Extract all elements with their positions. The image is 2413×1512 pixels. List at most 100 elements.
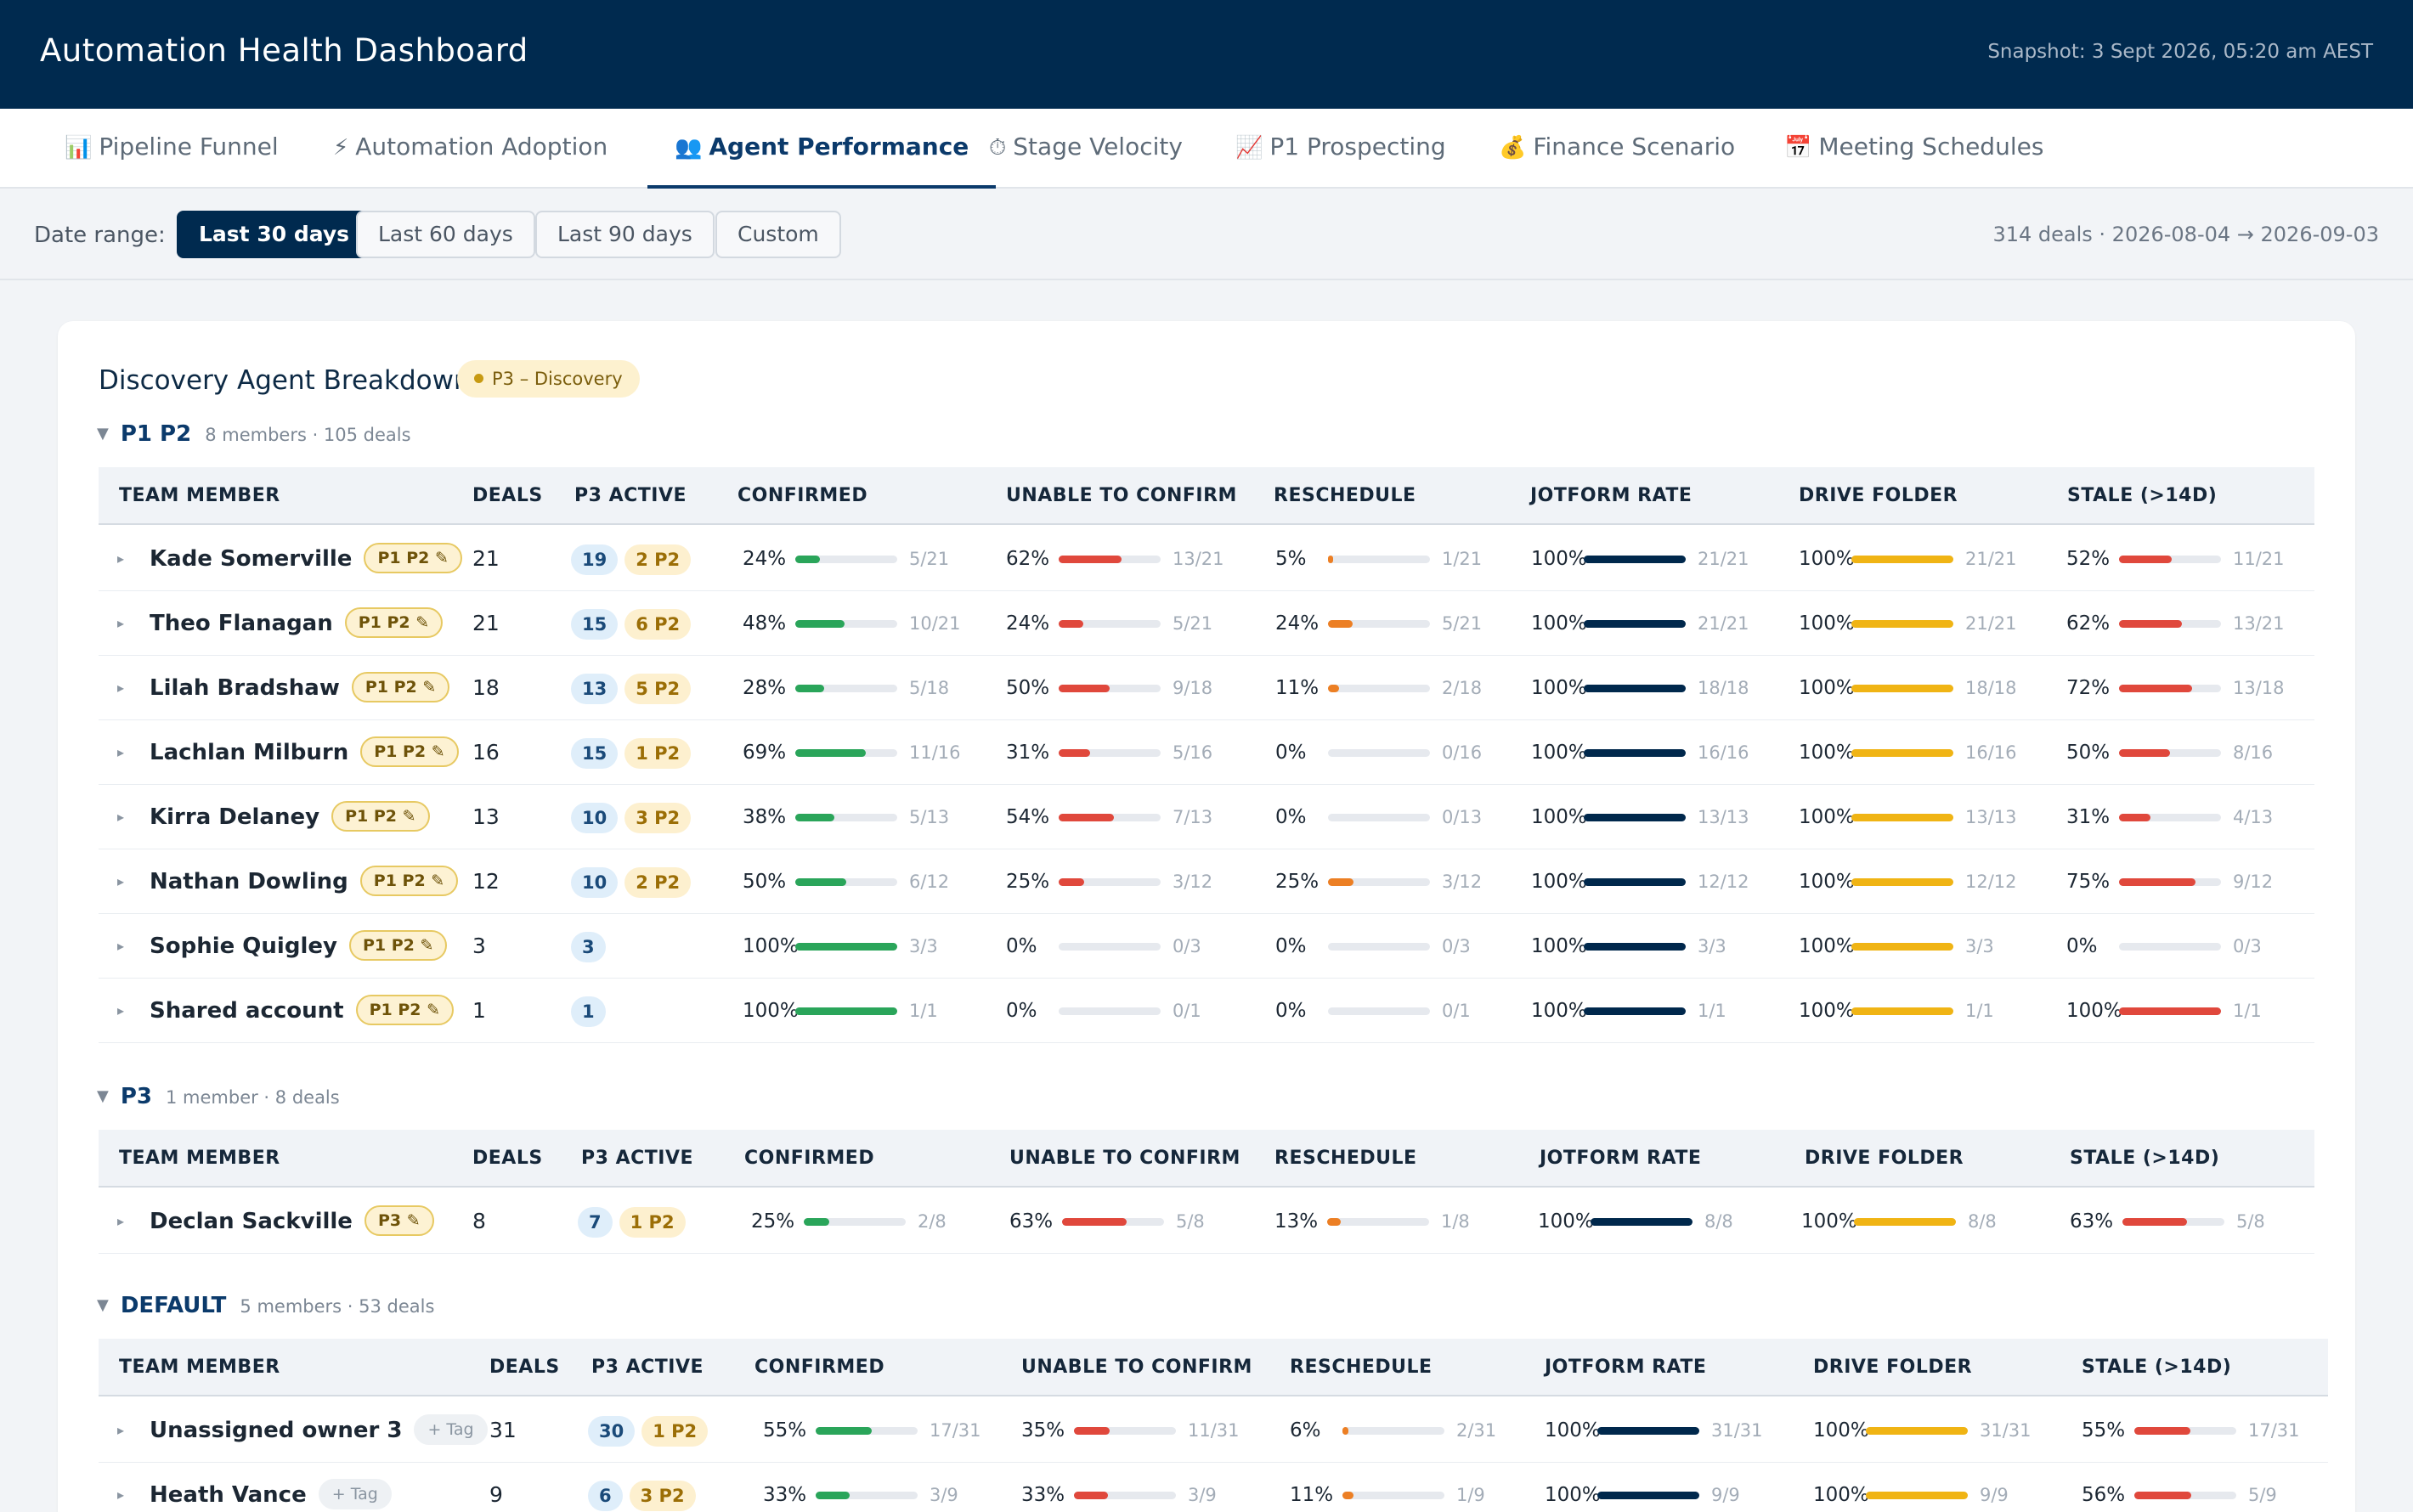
column-header[interactable]: CONFIRMED [754, 1357, 885, 1378]
caret-right-icon[interactable]: ▸ [117, 1422, 125, 1438]
column-header[interactable]: UNABLE TO CONFIRM [1009, 1148, 1240, 1169]
column-header[interactable]: STALE (>14D) [2082, 1357, 2232, 1378]
column-header[interactable]: RESCHEDULE [1290, 1357, 1433, 1378]
tab-finance-scenario[interactable]: 💰 Finance Scenario [1472, 109, 1762, 189]
column-header[interactable]: DRIVE FOLDER [1805, 1148, 1964, 1169]
column-header[interactable]: JOTFORM RATE [1545, 1357, 1707, 1378]
column-header[interactable]: CONFIRMED [744, 1148, 875, 1169]
tab-agent-performance[interactable]: 👥 Agent Performance [647, 109, 997, 189]
member-name: Theo Flanagan [150, 611, 333, 636]
drive-fraction: 1/1 [1965, 1001, 1994, 1021]
caret-right-icon[interactable]: ▸ [117, 873, 125, 889]
column-header[interactable]: DRIVE FOLDER [1799, 485, 1958, 506]
column-header[interactable]: TEAM MEMBER [119, 1357, 280, 1378]
metric-jotform: 100% 16/16 [1531, 720, 1749, 785]
table-row[interactable]: ▸ Heath Vance + Tag 9 6 3 P2 33% 3/9 33% 3/9 11% 1/… [99, 1463, 2328, 1512]
column-header[interactable]: UNABLE TO CONFIRM [1006, 485, 1237, 506]
column-header[interactable]: JOTFORM RATE [1540, 1148, 1702, 1169]
stale-bar [2119, 942, 2221, 951]
caret-down-icon[interactable]: ▼ [97, 425, 109, 443]
column-header[interactable]: P3 ACTIVE [581, 1148, 694, 1169]
table-row[interactable]: ▸ Kirra Delaney P1 P2 ✎ 13 10 3 P2 38% 5/13 54% 7… [99, 785, 2314, 849]
team-tag[interactable]: P1 P2 ✎ [364, 543, 462, 573]
p3-active-cell: 1 [571, 979, 613, 1043]
table-row[interactable]: ▸ Theo Flanagan P1 P2 ✎ 21 15 6 P2 48% 10/21 24%… [99, 591, 2314, 656]
table-row[interactable]: ▸ Nathan Dowling P1 P2 ✎ 12 10 2 P2 50% 6/12 25%… [99, 849, 2314, 914]
stale-bar [2119, 877, 2221, 886]
column-header[interactable]: RESCHEDULE [1274, 485, 1416, 506]
column-header[interactable]: UNABLE TO CONFIRM [1021, 1357, 1252, 1378]
member-cell: Lilah Bradshaw P1 P2 ✎ [150, 656, 450, 720]
table-row[interactable]: ▸ Sophie Quigley P1 P2 ✎ 3 3 100% 3/3 0% 0/3 0% 0/… [99, 914, 2314, 979]
column-header[interactable]: DRIVE FOLDER [1813, 1357, 1973, 1378]
team-tag[interactable]: P1 P2 ✎ [348, 930, 448, 961]
team-tag[interactable]: P1 P2 ✎ [351, 672, 450, 702]
column-header[interactable]: JOTFORM RATE [1530, 485, 1692, 506]
range-90-button[interactable]: Last 90 days [535, 211, 715, 258]
confirmed-bar [795, 877, 897, 886]
group-header[interactable]: ▼ P1 P2 8 members · 105 deals [97, 421, 411, 447]
caret-right-icon[interactable]: ▸ [117, 680, 125, 696]
tab-meeting-schedules[interactable]: 📅 Meeting Schedules [1757, 109, 2071, 189]
jotform-bar-fill [1584, 1007, 1686, 1015]
table-row[interactable]: ▸ Unassigned owner 3 + Tag 31 30 1 P2 55% 17/31… [99, 1398, 2328, 1463]
team-tag[interactable]: P1 P2 ✎ [331, 801, 430, 832]
add-tag-button[interactable]: + Tag [414, 1414, 488, 1445]
group-header[interactable]: ▼ DEFAULT 5 members · 53 deals [97, 1293, 434, 1318]
caret-down-icon[interactable]: ▼ [97, 1087, 109, 1105]
caret-right-icon[interactable]: ▸ [117, 615, 125, 631]
add-tag-button[interactable]: + Tag [318, 1479, 392, 1509]
reschedule-percent: 25% [1275, 871, 1320, 893]
range-30-button[interactable]: Last 30 days [177, 211, 372, 258]
team-tag[interactable]: P1 P2 ✎ [359, 866, 459, 896]
table-row[interactable]: ▸ Shared account P1 P2 ✎ 1 1 100% 1/1 0% 0/1 0% 0/… [99, 979, 2314, 1043]
column-header[interactable]: TEAM MEMBER [119, 485, 280, 506]
drive-percent: 100% [1801, 1210, 1857, 1233]
team-tag[interactable]: P1 P2 ✎ [360, 736, 459, 767]
deals-count: 13 [472, 804, 500, 829]
column-header[interactable]: DEALS [489, 1357, 560, 1378]
caret-right-icon[interactable]: ▸ [117, 809, 125, 825]
column-header[interactable]: STALE (>14D) [2067, 485, 2218, 506]
reschedule-bar [1327, 1217, 1429, 1226]
caret-right-icon[interactable]: ▸ [117, 744, 125, 760]
caret-right-icon[interactable]: ▸ [117, 938, 125, 954]
drive-fraction: 31/31 [1980, 1420, 2032, 1441]
caret-right-icon[interactable]: ▸ [117, 550, 125, 567]
caret-right-icon[interactable]: ▸ [117, 1487, 125, 1503]
group-header[interactable]: ▼ P3 1 member · 8 deals [97, 1084, 340, 1109]
caret-right-icon[interactable]: ▸ [117, 1213, 125, 1229]
tab-stage-velocity[interactable]: ⏱ Stage Velocity [962, 109, 1210, 189]
table-row[interactable]: ▸ Kade Somerville P1 P2 ✎ 21 19 2 P2 24% 5/21 62… [99, 527, 2314, 591]
table-row[interactable]: ▸ Lilah Bradshaw P1 P2 ✎ 18 13 5 P2 28% 5/18 50%… [99, 656, 2314, 720]
table-row[interactable]: ▸ Declan Sackville P3 ✎ 8 7 1 P2 25% 2/8 63% 5/8 1… [99, 1189, 2314, 1254]
tab-p1-prospecting[interactable]: 📈 P1 Prospecting [1208, 109, 1473, 189]
metric-reschedule: 5% 1/21 [1275, 527, 1482, 591]
jotform-bar-fill [1584, 555, 1686, 563]
column-header[interactable]: STALE (>14D) [2070, 1148, 2220, 1169]
column-header[interactable]: P3 ACTIVE [574, 485, 687, 506]
metric-reschedule: 0% 0/3 [1275, 914, 1471, 979]
team-tag[interactable]: P1 P2 ✎ [355, 995, 455, 1025]
table-row[interactable]: ▸ Lachlan Milburn P1 P2 ✎ 16 15 1 P2 69% 11/16 3… [99, 720, 2314, 785]
column-header[interactable]: CONFIRMED [737, 485, 868, 506]
team-tag[interactable]: P1 P2 ✎ [344, 607, 444, 638]
column-header[interactable]: RESCHEDULE [1274, 1148, 1417, 1169]
bar-chart-icon: 📊 [65, 135, 93, 161]
column-header[interactable]: TEAM MEMBER [119, 1148, 280, 1169]
caret-down-icon[interactable]: ▼ [97, 1296, 109, 1314]
range-custom-button[interactable]: Custom [715, 211, 841, 258]
column-header[interactable]: DEALS [472, 1148, 543, 1169]
metric-jotform: 100% 13/13 [1531, 785, 1749, 849]
column-header[interactable]: P3 ACTIVE [591, 1357, 704, 1378]
team-tag[interactable]: P3 ✎ [364, 1205, 434, 1236]
jotform-bar-fill [1591, 1217, 1692, 1226]
caret-right-icon[interactable]: ▸ [117, 1002, 125, 1018]
reschedule-percent: 13% [1274, 1210, 1319, 1233]
stale-bar-fill [2119, 813, 2151, 821]
tab-pipeline-funnel[interactable]: 📊 Pipeline Funnel [37, 109, 306, 189]
column-header[interactable]: DEALS [472, 485, 543, 506]
range-60-button[interactable]: Last 60 days [356, 211, 535, 258]
tab-automation-adoption[interactable]: ⚡ Automation Adoption [306, 109, 635, 189]
drive-bar-fill [1851, 748, 1953, 757]
